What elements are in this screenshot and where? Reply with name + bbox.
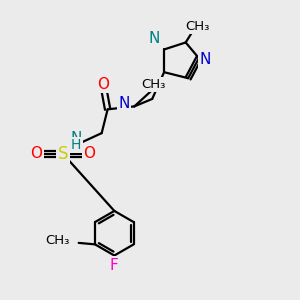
Text: CH₃: CH₃ bbox=[185, 20, 210, 33]
Text: H: H bbox=[148, 36, 159, 50]
Text: O: O bbox=[83, 146, 95, 161]
Text: N: N bbox=[200, 52, 211, 67]
Text: N: N bbox=[70, 131, 82, 146]
Text: O: O bbox=[97, 77, 109, 92]
Text: CH₃: CH₃ bbox=[141, 78, 165, 91]
Text: F: F bbox=[110, 257, 119, 272]
Text: N: N bbox=[148, 31, 159, 46]
Text: CH₃: CH₃ bbox=[45, 234, 70, 247]
Text: N: N bbox=[118, 97, 130, 112]
Text: S: S bbox=[58, 145, 68, 163]
Text: O: O bbox=[31, 146, 43, 161]
Text: H: H bbox=[71, 138, 82, 152]
